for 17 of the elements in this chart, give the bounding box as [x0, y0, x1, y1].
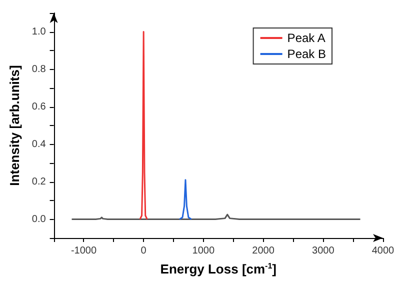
legend-label: Peak A — [287, 31, 326, 45]
y-tick-label: 1.0 — [32, 26, 46, 38]
y-tick-label: 0.4 — [32, 138, 46, 150]
y-tick-label: 0.2 — [32, 176, 46, 188]
legend-label: Peak B — [287, 47, 326, 61]
y-tick-label: 0.0 — [32, 214, 46, 225]
x-tick-label: -1000 — [70, 246, 97, 256]
line-series — [139, 31, 148, 220]
x-tick-label: 3000 — [312, 246, 335, 256]
x-tick-label: 1000 — [192, 246, 215, 256]
y-axis-title: Intensity [arb.units] — [7, 65, 22, 186]
y-tick-label: 0.8 — [32, 64, 46, 75]
x-tick-label: 2000 — [252, 246, 275, 256]
line-series — [178, 179, 192, 220]
x-tick-label: 4000 — [372, 246, 395, 256]
y-tick-label: 0.6 — [32, 101, 46, 112]
x-tick-label: 0 — [140, 246, 147, 256]
